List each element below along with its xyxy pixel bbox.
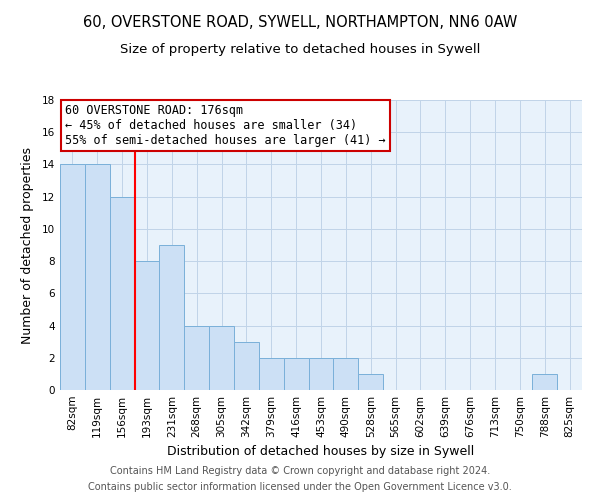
Bar: [308, 358, 334, 390]
Text: Contains HM Land Registry data © Crown copyright and database right 2024.: Contains HM Land Registry data © Crown c…: [110, 466, 490, 476]
Bar: [234, 342, 259, 390]
Bar: [160, 245, 184, 390]
Bar: [284, 358, 308, 390]
Bar: [532, 374, 557, 390]
Bar: [358, 374, 383, 390]
Y-axis label: Number of detached properties: Number of detached properties: [20, 146, 34, 344]
Bar: [184, 326, 209, 390]
Text: 60, OVERSTONE ROAD, SYWELL, NORTHAMPTON, NN6 0AW: 60, OVERSTONE ROAD, SYWELL, NORTHAMPTON,…: [83, 15, 517, 30]
Bar: [134, 261, 160, 390]
Bar: [334, 358, 358, 390]
X-axis label: Distribution of detached houses by size in Sywell: Distribution of detached houses by size …: [167, 446, 475, 458]
Text: Contains public sector information licensed under the Open Government Licence v3: Contains public sector information licen…: [88, 482, 512, 492]
Text: Size of property relative to detached houses in Sywell: Size of property relative to detached ho…: [120, 42, 480, 56]
Bar: [85, 164, 110, 390]
Bar: [110, 196, 134, 390]
Bar: [259, 358, 284, 390]
Bar: [60, 164, 85, 390]
Text: 60 OVERSTONE ROAD: 176sqm
← 45% of detached houses are smaller (34)
55% of semi-: 60 OVERSTONE ROAD: 176sqm ← 45% of detac…: [65, 104, 386, 148]
Bar: [209, 326, 234, 390]
